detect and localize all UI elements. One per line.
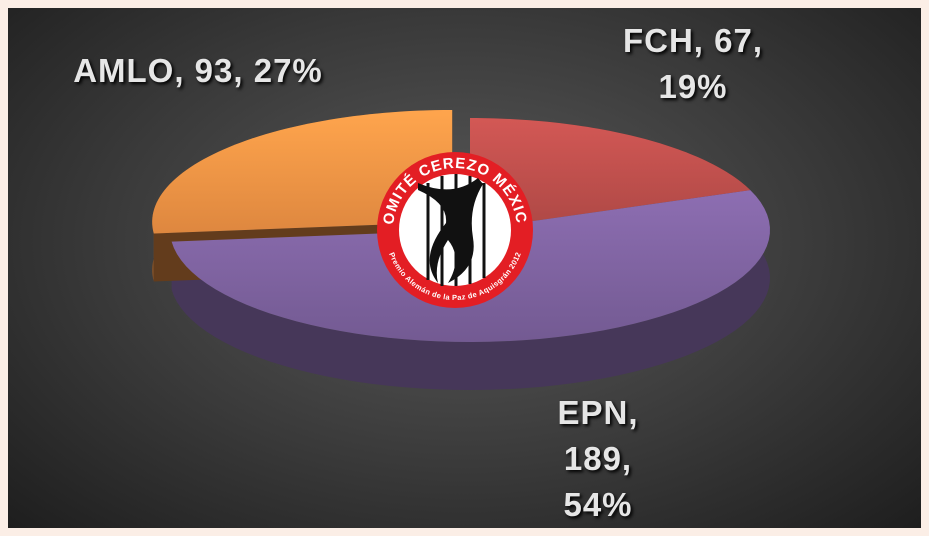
chart: COMITÉ CEREZO MÉXICO Premio Alemán de la… <box>8 8 770 390</box>
data-label: FCH, 67, 19% <box>622 22 764 105</box>
chart-area: COMITÉ CEREZO MÉXICO Premio Alemán de la… <box>8 8 921 528</box>
logo-figure <box>418 178 483 283</box>
slice <box>470 118 751 230</box>
data-label: EPN, 189, 54% <box>557 394 639 523</box>
slice <box>152 109 453 234</box>
data-label: AMLO, 93, 27% <box>73 52 323 89</box>
slice-side <box>171 190 770 390</box>
